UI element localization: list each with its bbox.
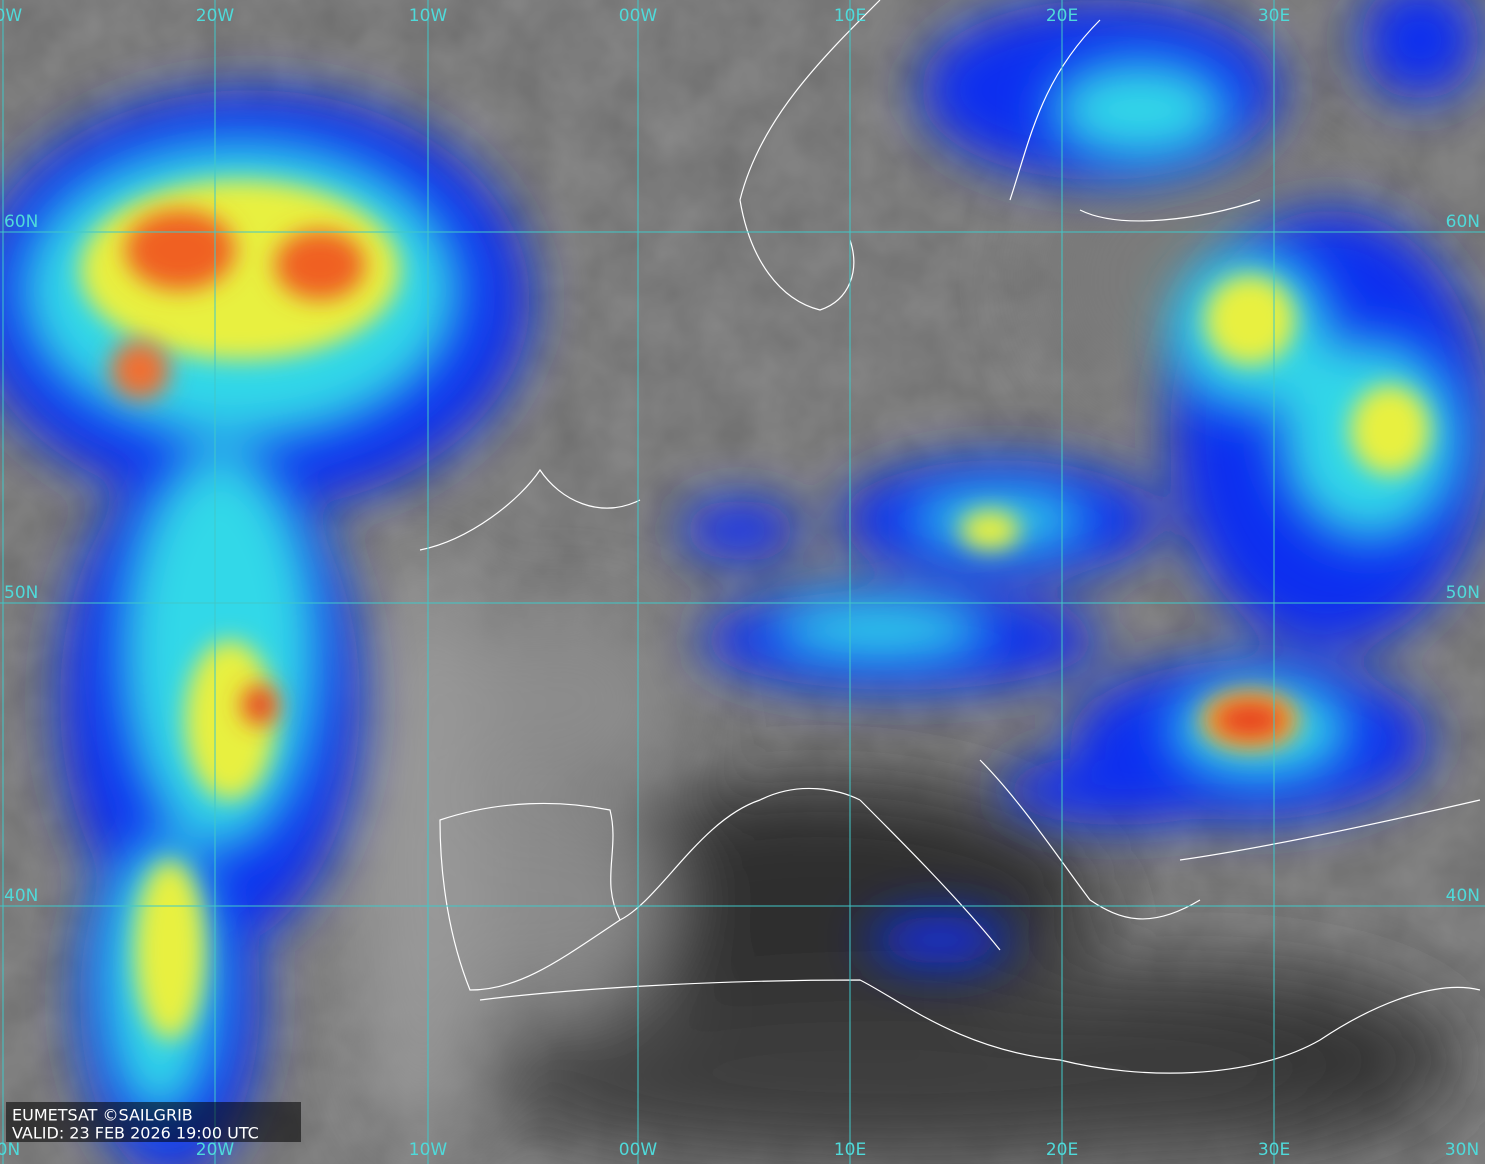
credit-source: EUMETSAT ©SAILGRIB [12, 1106, 193, 1125]
graticule-labels: 30W 20W 10W 00W 10E 20E 30E 30N 20W 10W 00W 10E 20E 3… [0, 6, 1480, 1160]
very-cold-cloud [110, 210, 1285, 738]
right-label: 60N [1446, 212, 1480, 232]
top-label: 30W [0, 6, 22, 26]
left-label: 60N [4, 212, 38, 232]
credit-valid-time: VALID: 23 FEB 2026 19:00 UTC [12, 1124, 259, 1143]
top-label: 20E [1046, 6, 1078, 26]
top-label: 10E [834, 6, 866, 26]
bottom-label: 30E [1258, 1140, 1290, 1160]
bottom-label: 20W [196, 1140, 235, 1160]
top-label: 30E [1258, 6, 1290, 26]
credit-box [6, 1102, 301, 1142]
left-label: 40N [4, 886, 38, 906]
bottom-label: 20E [1046, 1140, 1078, 1160]
left-label: 50N [4, 583, 38, 603]
coastlines [419, 0, 1481, 1074]
bottom-label: 30N [0, 1140, 20, 1160]
bottom-label: 10E [834, 1140, 866, 1160]
top-label: 20W [196, 6, 235, 26]
warm-cloud [80, 180, 1430, 1040]
bottom-label: 00W [619, 1140, 658, 1160]
bottom-label: 30N [1445, 1140, 1479, 1160]
right-label: 50N [1446, 583, 1480, 603]
top-label: 10W [409, 6, 448, 26]
bottom-label: 10W [409, 1140, 448, 1160]
grey-shading [350, 140, 1460, 1160]
top-label: 00W [619, 6, 658, 26]
right-label: 40N [1446, 886, 1480, 906]
